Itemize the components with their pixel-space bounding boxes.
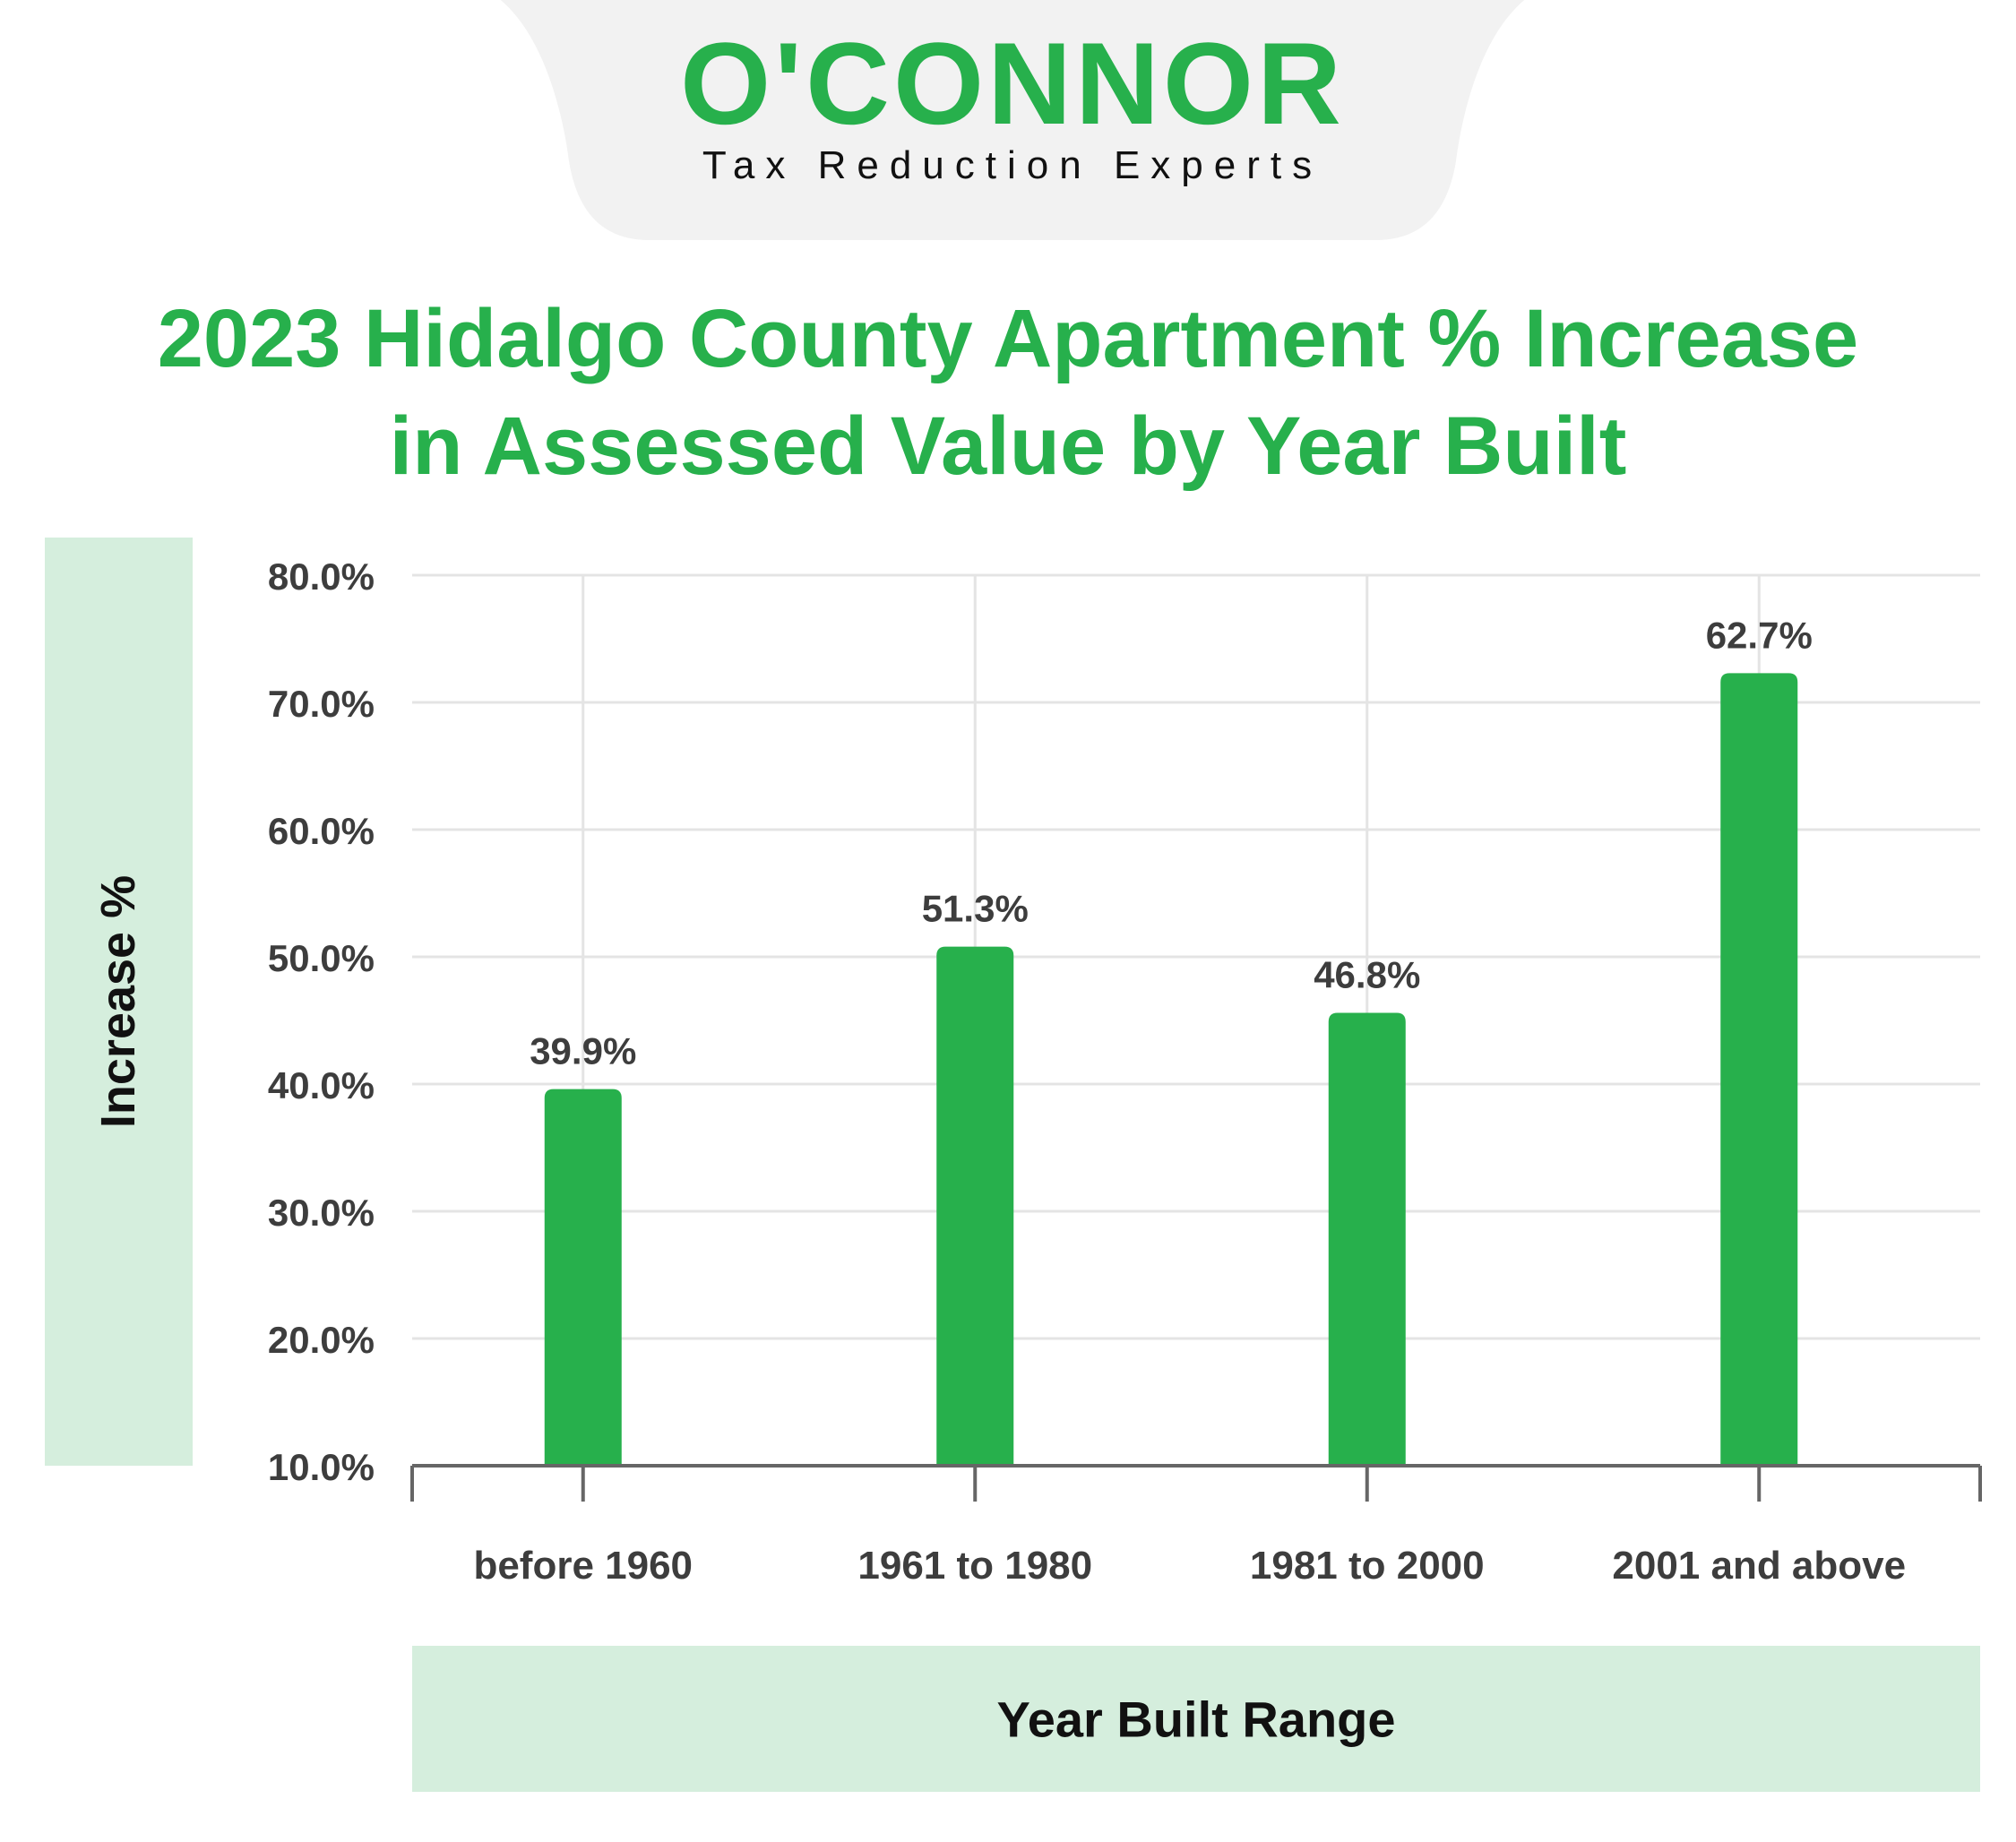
- data-label: 51.3%: [922, 888, 1029, 930]
- bar: [1328, 1012, 1406, 1466]
- logo-banner: O'CONNOR Tax Reduction Experts: [488, 0, 1537, 240]
- y-tick-label: 50.0%: [268, 937, 375, 979]
- y-tick-label: 10.0%: [268, 1446, 375, 1488]
- data-label: 46.8%: [1314, 953, 1420, 995]
- y-tick-label: 80.0%: [268, 555, 375, 598]
- x-axis-label: Year Built Range: [996, 1691, 1396, 1747]
- x-tick-label: 1961 to 1980: [857, 1544, 1092, 1588]
- x-tick-label: 2001 and above: [1612, 1544, 1906, 1588]
- logo-wordmark[interactable]: O'CONNOR: [680, 18, 1345, 149]
- x-axis-label-panel: Year Built Range: [412, 1646, 1980, 1792]
- y-tick-label: 40.0%: [268, 1064, 375, 1106]
- x-tick-label: 1981 to 2000: [1250, 1544, 1485, 1588]
- chart-title: 2023 Hidalgo County Apartment % Increase…: [0, 285, 2016, 500]
- y-tick-label: 70.0%: [268, 683, 375, 725]
- y-tick-label: 30.0%: [268, 1192, 375, 1234]
- y-axis-label-panel: [45, 538, 193, 1466]
- bar: [936, 946, 1014, 1466]
- chart-title-line-2: in Assessed Value by Year Built: [389, 400, 1627, 492]
- chart-title-line-1: 2023 Hidalgo County Apartment % Increase: [157, 293, 1859, 384]
- x-tick-label: before 1960: [473, 1544, 693, 1588]
- logo-tab-shape: [500, 0, 1525, 240]
- y-tick-label: 60.0%: [268, 810, 375, 852]
- bar: [544, 1089, 622, 1466]
- data-label: 39.9%: [530, 1030, 636, 1072]
- bar: [1720, 673, 1798, 1466]
- logo-tagline: Tax Reduction Experts: [702, 143, 1323, 187]
- y-tick-label: 20.0%: [268, 1319, 375, 1361]
- data-label: 62.7%: [1706, 614, 1813, 656]
